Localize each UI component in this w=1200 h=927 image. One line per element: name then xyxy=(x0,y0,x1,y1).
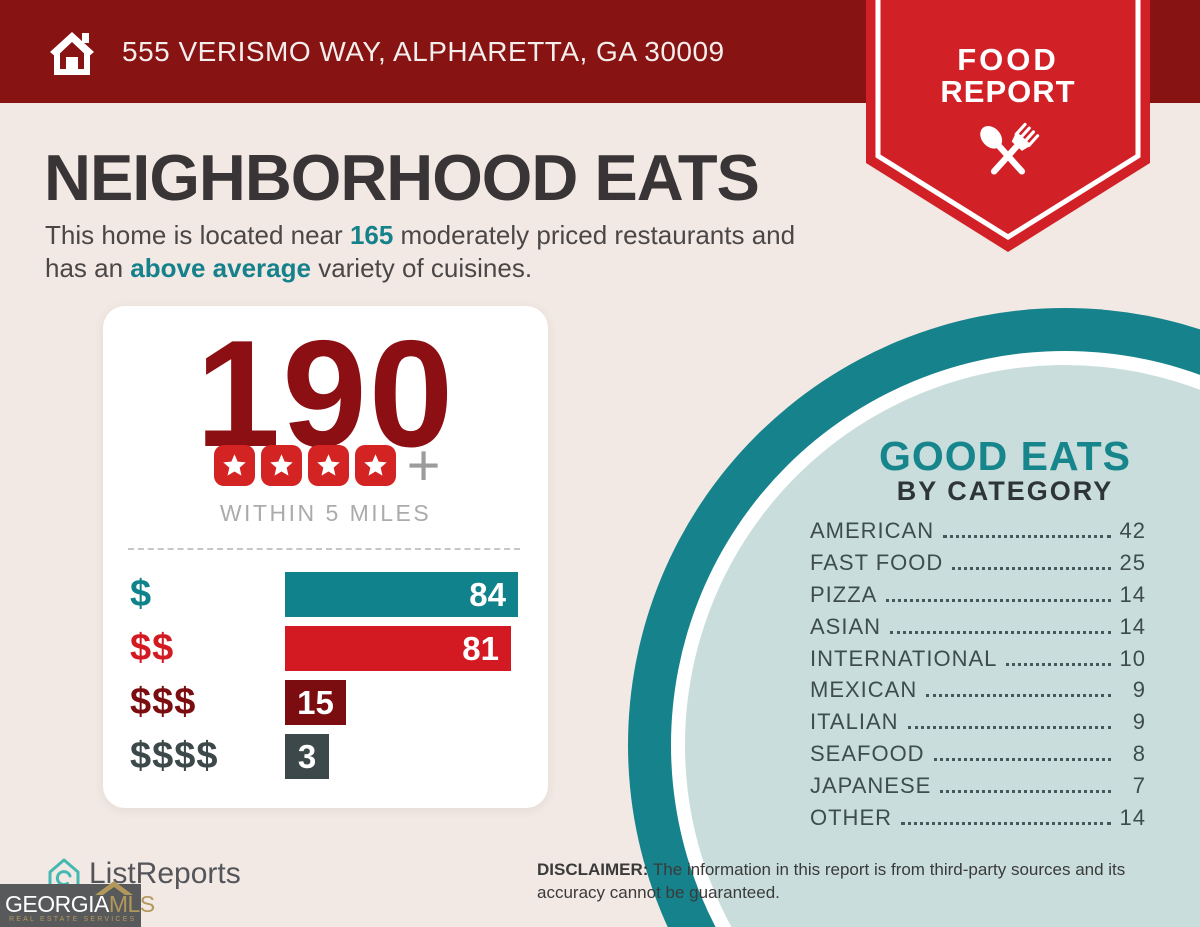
good-eats-title: GOOD EATS xyxy=(879,433,1131,479)
restaurant-count: 190 xyxy=(195,309,456,479)
food-report-ribbon: FOOD REPORT xyxy=(866,0,1150,256)
georgiamls-tagline: REAL ESTATE SERVICES xyxy=(9,916,137,923)
dotted-leader xyxy=(1006,662,1111,666)
list-item: INTERNATIONAL 10 xyxy=(810,645,1146,671)
list-item: AMERICAN 42 xyxy=(810,518,1146,543)
good-eats-subtitle: BY CATEGORY xyxy=(896,476,1114,506)
variety-highlight: above average xyxy=(130,253,311,283)
restaurant-count-highlight: 165 xyxy=(349,220,394,250)
georgiamls-roof-icon xyxy=(95,881,133,895)
price-tier-bar: 81 xyxy=(285,626,511,671)
intro-line1: This home is located near 165 moderately… xyxy=(45,220,796,250)
intro-text: This home is located near 165 moderately… xyxy=(45,219,795,285)
radius-caption: WITHIN 5 MILES xyxy=(219,500,432,526)
list-item: OTHER 14 xyxy=(810,805,1146,831)
price-tier-bar: 3 xyxy=(285,734,329,779)
price-tier-row: $$$$ 3 xyxy=(130,734,521,779)
price-tier-row: $ 84 xyxy=(130,572,521,617)
ribbon-title-line2: REPORT xyxy=(940,74,1076,109)
dotted-leader xyxy=(933,758,1111,762)
star-icon xyxy=(213,445,255,486)
dotted-leader xyxy=(890,630,1111,634)
price-tier-row: $$ 81 xyxy=(130,626,521,671)
list-item: FAST FOOD 25 xyxy=(810,549,1146,575)
bar-value: 84 xyxy=(469,575,506,613)
star-icon xyxy=(260,445,302,486)
price-tier-bar-chart: $ 84 $$ 81 $$$ 15 $$$$ 3 xyxy=(130,572,521,788)
restaurant-count-card: 190 + WITHIN 5 MILES $ 84 $$ 81 $$$ 15 xyxy=(103,306,548,808)
price-tier-bar: 84 xyxy=(285,572,518,617)
list-item: MEXICAN 9 xyxy=(810,677,1146,703)
dotted-leader xyxy=(952,566,1111,570)
crossed-spoon-fork-icon xyxy=(980,122,1040,175)
price-tier-label: $$$ xyxy=(130,681,197,723)
price-tier-label: $$$$ xyxy=(130,735,219,777)
bar-value: 3 xyxy=(297,737,317,775)
star-icon xyxy=(354,445,396,486)
disclaimer-line2: accuracy cannot be guaranteed. xyxy=(537,883,780,902)
price-tier-label: $$ xyxy=(130,627,175,669)
star-rating: + xyxy=(103,433,548,498)
list-item: JAPANESE 7 xyxy=(810,773,1146,799)
page-title: NEIGHBORHOOD EATS xyxy=(44,141,760,214)
ribbon-banner-shape xyxy=(866,0,1150,252)
property-address: 555 VERISMO WAY, ALPHARETTA, GA 30009 xyxy=(122,35,725,67)
dotted-leader xyxy=(886,598,1111,602)
list-item: PIZZA 14 xyxy=(810,581,1146,607)
home-icon xyxy=(50,31,94,75)
dotted-leader xyxy=(901,822,1111,826)
list-item: ASIAN 14 xyxy=(810,613,1146,639)
bar-value: 15 xyxy=(297,683,334,721)
category-list: AMERICAN 42 FAST FOOD 25 PIZZA 14 ASIAN 14 I… xyxy=(810,518,1146,837)
price-tier-row: $$$ 15 xyxy=(130,680,521,725)
dotted-leader xyxy=(907,726,1111,730)
georgiamls-wordmark: GEORGIAMLS xyxy=(5,891,155,917)
price-tier-label: $ xyxy=(130,573,153,615)
dotted-leader xyxy=(940,790,1111,794)
list-item: ITALIAN 9 xyxy=(810,709,1146,735)
plus-icon: + xyxy=(406,433,441,498)
disclaimer-line1: DISCLAIMER: The information in this repo… xyxy=(537,860,1126,879)
star-icon xyxy=(307,445,349,486)
dashed-divider xyxy=(128,548,520,550)
dotted-leader xyxy=(926,694,1111,698)
disclaimer: DISCLAIMER: The information in this repo… xyxy=(537,858,1125,904)
ribbon-title-line1: FOOD xyxy=(957,42,1059,77)
price-tier-bar: 15 xyxy=(285,680,346,725)
dotted-leader xyxy=(943,535,1111,538)
list-item: SEAFOOD 8 xyxy=(810,741,1146,767)
georgiamls-logo: GEORGIAMLS REAL ESTATE SERVICES xyxy=(0,881,155,927)
intro-line2: has an above average variety of cuisines… xyxy=(45,253,533,283)
bar-value: 81 xyxy=(462,629,499,667)
